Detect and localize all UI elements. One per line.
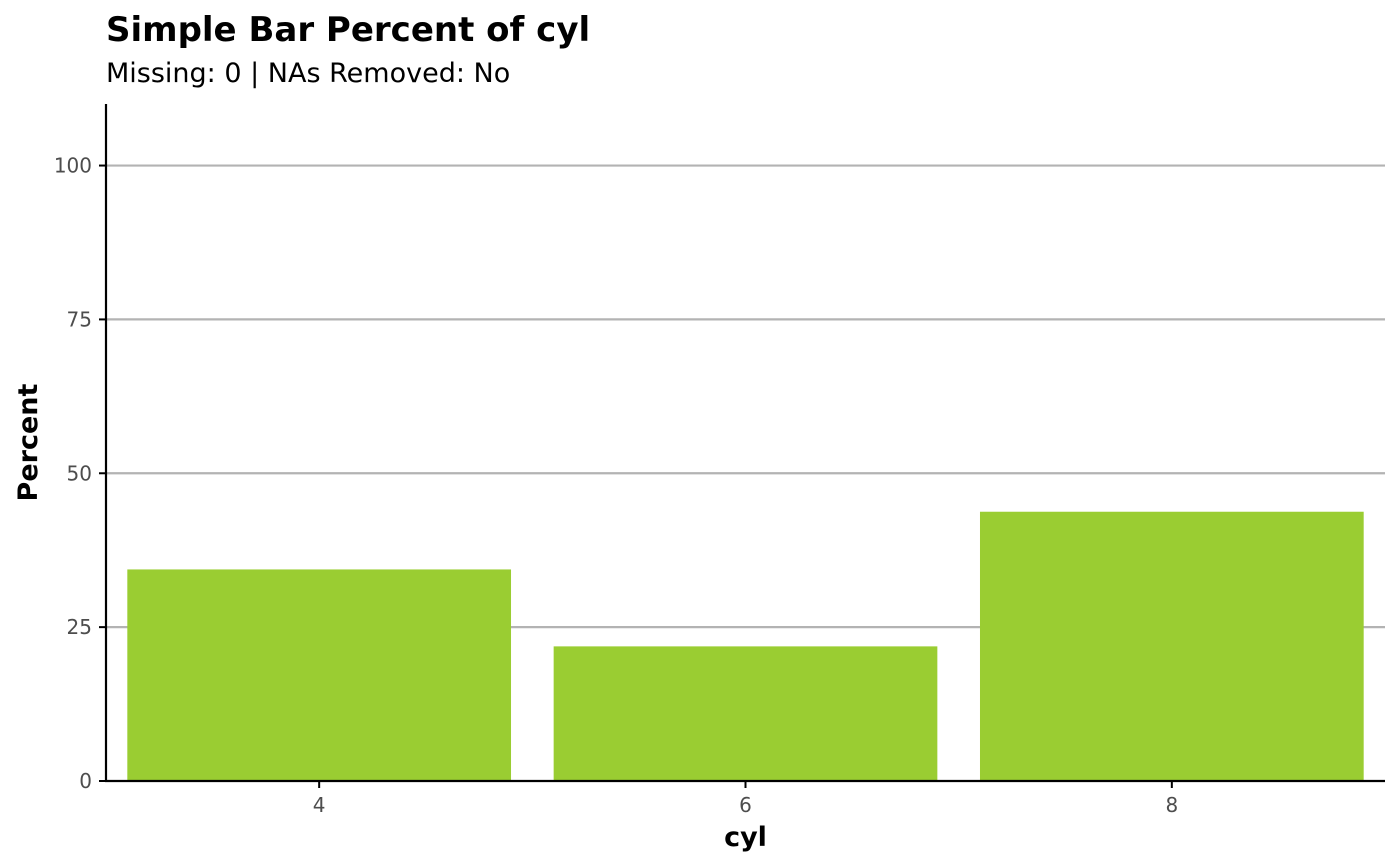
- y-tick-label: 0: [79, 769, 92, 793]
- bar-8: [979, 511, 1364, 781]
- x-tick-label: 4: [313, 793, 326, 817]
- y-tick-label: 50: [67, 461, 92, 485]
- y-tick-label: 25: [67, 615, 92, 639]
- bar-4: [127, 569, 512, 781]
- bar-6: [553, 646, 938, 781]
- x-axis-title: cyl: [724, 822, 767, 853]
- x-tick-label: 8: [1165, 793, 1178, 817]
- y-axis-title: Percent: [13, 383, 44, 501]
- x-tick-label: 6: [739, 793, 752, 817]
- y-tick-label: 75: [67, 307, 92, 331]
- chart-subtitle: Missing: 0 | NAs Removed: No: [106, 58, 511, 89]
- chart-title: Simple Bar Percent of cyl: [106, 10, 591, 50]
- y-tick-label: 100: [54, 154, 92, 178]
